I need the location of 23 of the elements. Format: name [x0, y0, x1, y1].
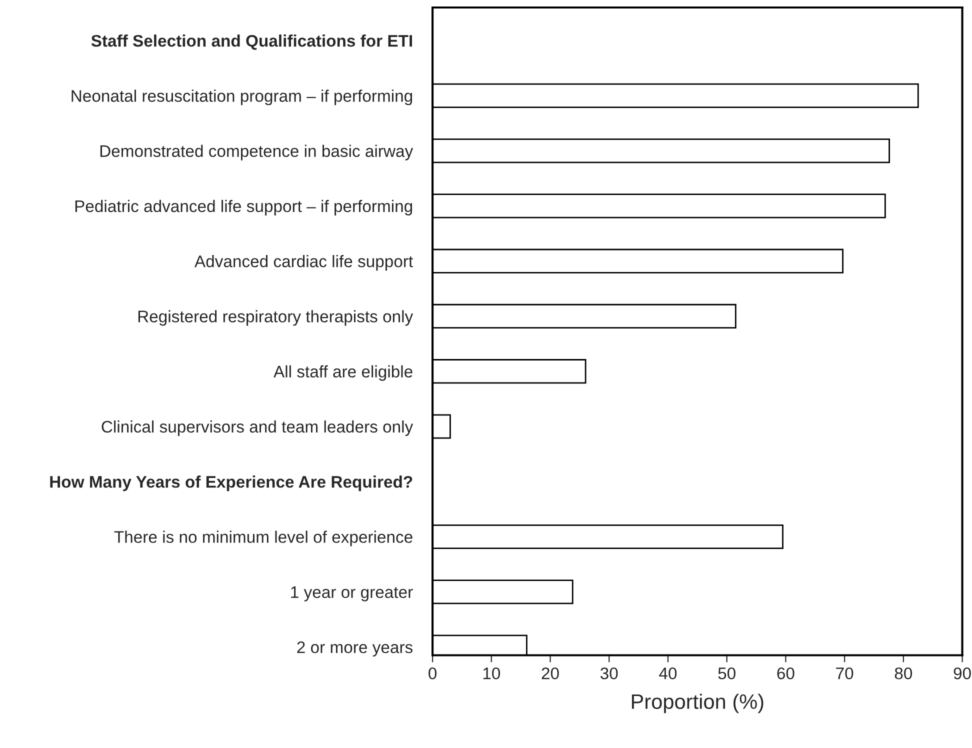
x-tick-label: 80 [894, 667, 912, 680]
y-tick-label: 1 year or greater [291, 586, 413, 602]
x-tick-label: 0 [428, 667, 437, 680]
y-tick-label: How Many Years of Experience Are Required? [50, 476, 412, 492]
x-tick-label: 60 [777, 667, 794, 680]
y-tick-label: 2 or more years [297, 641, 413, 656]
y-tick-label: Registered respiratory therapists only [138, 310, 414, 326]
y-tick-label: All staff are eligible [274, 365, 412, 381]
y-tick-label: Staff Selection and Qualifications for ETI [91, 34, 412, 50]
x-tick-label: 90 [954, 667, 971, 680]
x-tick-label: 10 [483, 667, 500, 680]
y-tick-label: There is no minimum level of experience [114, 530, 412, 546]
x-tick-label: 30 [600, 667, 618, 680]
y-tick-label: Pediatric advanced life support – if performing [75, 200, 412, 216]
x-tick-label: 50 [718, 667, 736, 680]
x-tick-label: 20 [542, 667, 559, 680]
x-axis-title: Proportion (%) [632, 694, 764, 714]
y-tick-label: Clinical supervisors and team leaders only [102, 420, 414, 436]
y-tick-label: Neonatal resuscitation program – if performing [72, 90, 412, 106]
y-tick-label: Advanced cardiac life support [194, 255, 413, 271]
x-tick-label: 40 [659, 667, 677, 680]
x-tick-label: 70 [836, 667, 854, 680]
y-tick-label: Demonstrated competence in basic airway [100, 144, 414, 160]
